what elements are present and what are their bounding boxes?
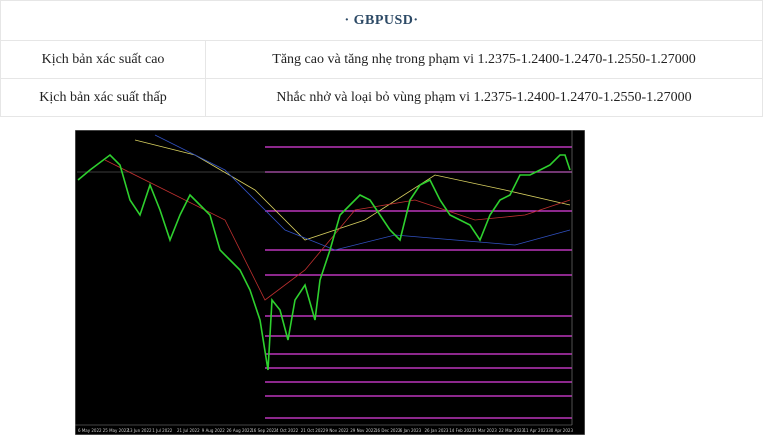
x-tick-label: 16 Dec 2022 [375, 428, 401, 433]
x-tick-label: 30 Apr 2023 [548, 428, 573, 433]
cell: Nhắc nhở và loại bỏ vùng phạm vi 1.2375-… [205, 78, 763, 117]
cell: Kịch bản xác suất thấp [0, 78, 206, 117]
x-tick-label: 4 Oct 2022 [276, 428, 299, 433]
x-tick-label: 21 Oct 2022 [301, 428, 326, 433]
x-tick-label: 11 Apr 2023 [524, 428, 549, 433]
x-tick-label: 6 May 2022 [78, 428, 102, 433]
x-tick-label: 9 Nov 2022 [326, 428, 350, 433]
x-tick-label: 13 Jun 2022 [128, 428, 153, 433]
x-tick-label: 26 Aug 2022 [227, 428, 253, 433]
row: Kịch bản xác suất cao Tăng cao và tăng nh… [0, 40, 763, 79]
scenario-table: Kịch bản xác suất cao Tăng cao và tăng nh… [0, 40, 763, 117]
title: · GBPUSD· [0, 0, 763, 41]
x-tick-label: 9 Aug 2022 [202, 428, 226, 433]
chart-background [75, 130, 585, 435]
x-tick-label: 3 Mar 2023 [474, 428, 497, 433]
cell: Kịch bản xác suất cao [0, 40, 206, 79]
x-tick-label: 21 Jul 2022 [177, 428, 200, 433]
moving-average [154, 134, 571, 251]
x-tick-label: 1 Jul 2022 [152, 428, 173, 433]
x-tick-label: 22 Mar 2023 [499, 428, 525, 433]
x-tick-label: 26 Jan 2023 [425, 428, 449, 433]
x-tick-label: 6 Jan 2023 [400, 428, 422, 433]
cell: Tăng cao và tăng nhẹ trong phạm vi 1.237… [205, 40, 763, 79]
row: Kịch bản xác suất thấp Nhắc nhở và loại b… [0, 78, 763, 117]
price-series [77, 153, 571, 371]
x-tick-label: 29 Nov 2022 [350, 428, 376, 433]
x-tick-label: 25 May 2022 [103, 428, 130, 433]
x-tick-label: 14 Feb 2023 [449, 428, 474, 433]
moving-average [104, 159, 571, 301]
x-tick-label: 16 Sep 2022 [251, 428, 277, 433]
